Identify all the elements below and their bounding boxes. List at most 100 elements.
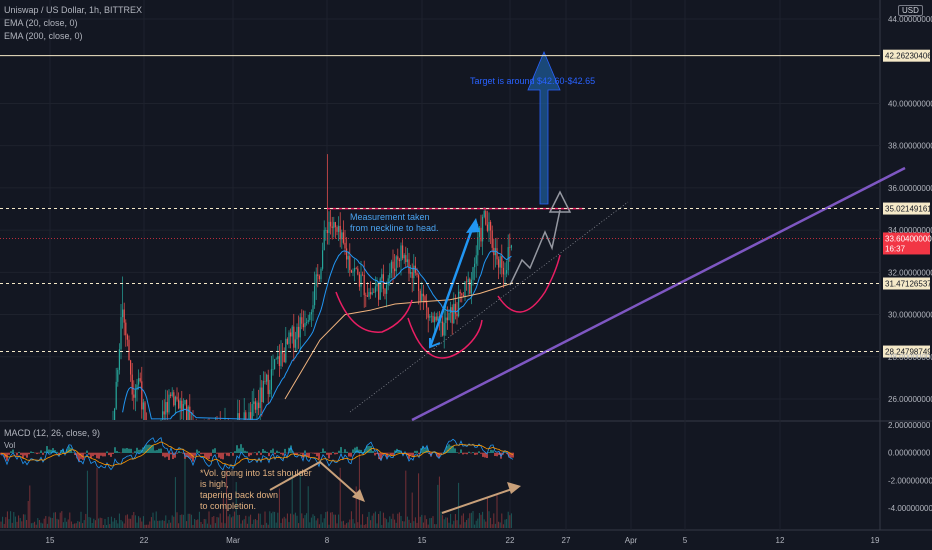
ema20-legend[interactable]: EMA (20, close, 0)	[4, 18, 78, 28]
candle-body	[485, 211, 487, 225]
volume-bar	[318, 524, 320, 528]
volume-bar	[234, 511, 236, 528]
candle-body	[461, 293, 463, 296]
volume-bar	[61, 511, 63, 528]
macd-bar	[448, 444, 450, 453]
volume-bar	[54, 512, 56, 528]
macd-bar	[160, 448, 162, 453]
macd-bar	[166, 452, 168, 457]
volume-bar	[400, 515, 402, 528]
volume-bar	[299, 471, 301, 528]
candle-body	[114, 408, 116, 420]
volume-bar	[163, 520, 165, 528]
volume-bar	[290, 513, 292, 528]
projection-path	[509, 209, 561, 286]
candle-body	[331, 226, 333, 229]
macd-bar	[152, 445, 154, 453]
macd-bar	[350, 452, 352, 457]
volume-bar	[346, 523, 348, 528]
volume-bar	[21, 521, 23, 528]
volume-bar	[200, 521, 202, 528]
macd-bar	[330, 452, 332, 455]
volume-bar	[203, 518, 205, 528]
macd-bar	[46, 446, 48, 453]
volume-bar	[339, 467, 341, 528]
volume-bar	[461, 515, 463, 528]
volume-bar	[64, 517, 66, 528]
macd-bar	[112, 452, 114, 455]
volume-bar	[86, 470, 88, 528]
candle-body	[368, 292, 370, 297]
time-tick: 15	[418, 536, 427, 545]
volume-bar	[498, 521, 500, 528]
volume-bar	[128, 518, 130, 528]
volume-bar	[130, 518, 132, 528]
macd-bar	[30, 451, 32, 453]
candle-body	[342, 232, 344, 243]
macd-bar	[236, 445, 238, 453]
candle-body	[416, 272, 418, 276]
macd-bar	[40, 450, 42, 453]
volume-bar	[418, 473, 420, 528]
macd-bar	[272, 448, 274, 453]
macd-bar	[32, 452, 34, 453]
macd-bar	[110, 452, 112, 457]
candle-body	[160, 419, 162, 421]
candle-body	[390, 261, 392, 274]
currency-badge[interactable]: USD	[898, 5, 923, 16]
volume-bar	[122, 521, 124, 528]
macd-bar	[22, 452, 24, 459]
macd-bar	[462, 452, 464, 455]
volume-bar	[158, 520, 160, 528]
volume-bar	[304, 515, 306, 528]
volume-bar	[474, 524, 476, 528]
candle-body	[237, 413, 239, 420]
volume-bar	[141, 521, 143, 528]
candle-body	[410, 272, 412, 274]
macd-bar	[466, 452, 468, 455]
volume-bar	[432, 516, 434, 528]
candle-body	[453, 303, 455, 324]
volume-bar	[99, 517, 101, 528]
volume-bar	[147, 524, 149, 528]
volume-bar	[75, 523, 77, 528]
price-tick: 44.00000000	[888, 15, 932, 24]
macd-bar	[210, 452, 212, 457]
price-tick: 40.00000000	[888, 99, 932, 108]
candle-body	[261, 387, 263, 403]
macd-bar	[352, 449, 354, 453]
macd-bar	[440, 452, 442, 454]
volume-bar	[168, 519, 170, 528]
volume-bar	[133, 511, 135, 528]
volume-bar	[416, 522, 418, 528]
candle-body	[366, 295, 368, 297]
volume-bar	[93, 518, 95, 528]
volume-legend[interactable]: Vol	[4, 441, 16, 450]
candle-body	[333, 222, 335, 229]
volume-bar	[184, 456, 186, 528]
symbol-title[interactable]: Uniswap / US Dollar, 1h, BITTREX	[4, 5, 143, 15]
volume-bar	[32, 522, 34, 528]
macd-bar	[254, 452, 256, 453]
volume-bar	[227, 516, 229, 528]
macd-bar	[394, 450, 396, 453]
volume-bar	[26, 519, 28, 528]
ema200-legend[interactable]: EMA (200, close, 0)	[4, 31, 83, 41]
volume-bar	[45, 516, 47, 528]
volume-bar	[35, 524, 37, 528]
macd-bar	[238, 448, 240, 453]
macd-bar	[336, 452, 338, 455]
volume-bar	[378, 513, 380, 528]
volume-bar	[160, 520, 162, 528]
volume-bar	[242, 520, 244, 528]
macd-bar	[338, 450, 340, 453]
volume-bar	[472, 511, 474, 528]
volume-arrow-1-head	[352, 489, 365, 502]
macd-legend[interactable]: MACD (12, 26, close, 9)	[4, 428, 101, 438]
candle-body	[402, 245, 404, 259]
candle-body	[480, 227, 482, 242]
macd-bar	[36, 452, 38, 455]
macd-bar	[194, 452, 196, 456]
volume-bar	[134, 515, 136, 528]
